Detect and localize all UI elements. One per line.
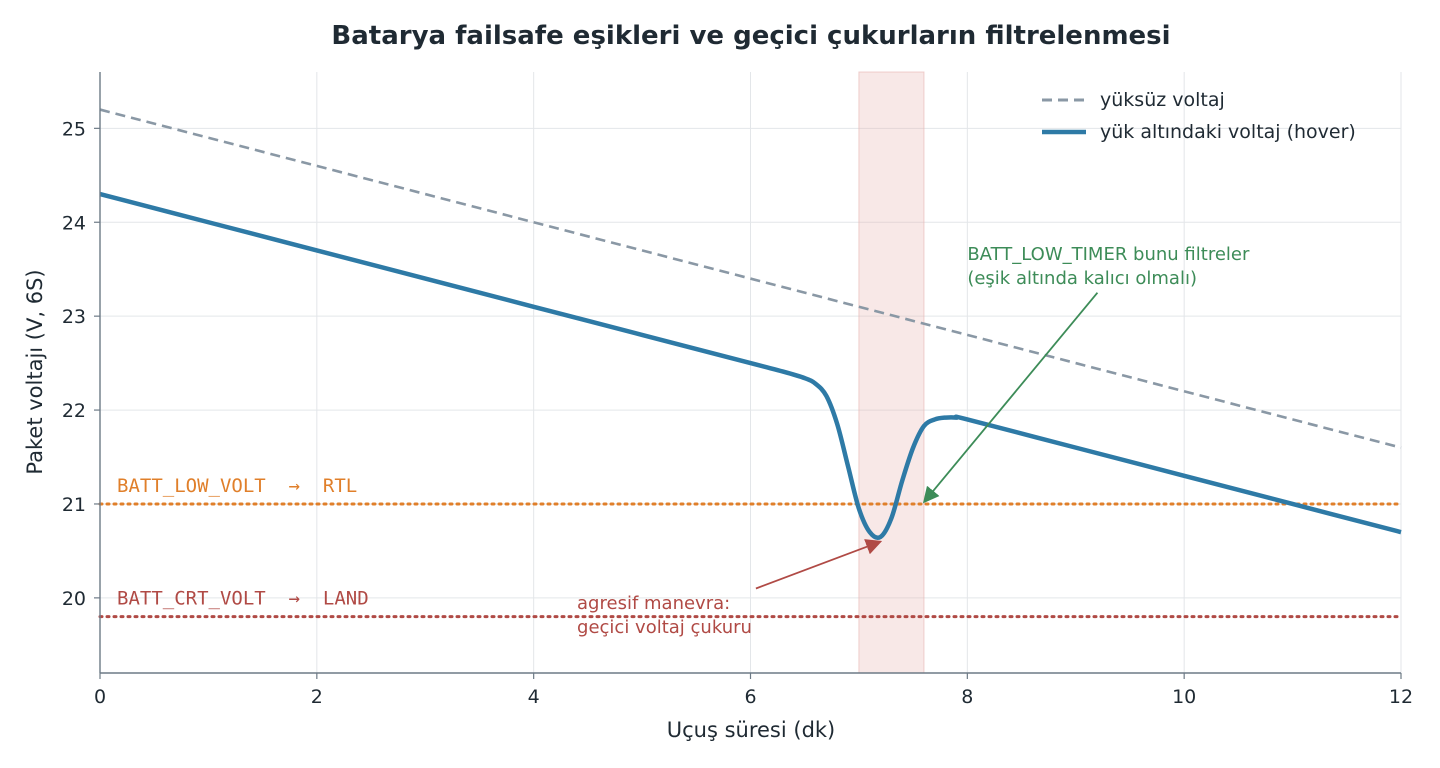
y-axis-label: Paket voltajı (V, 6S) — [23, 269, 47, 474]
legend: yüksüz voltaj yük altındaki voltaj (hove… — [1042, 89, 1356, 143]
shaded-region-rect — [858, 71, 925, 674]
x-tick-label: 2 — [311, 686, 323, 708]
grid — [99, 72, 1402, 673]
annotation-arrow — [922, 292, 1099, 504]
x-tick-label: 6 — [744, 686, 756, 708]
chart-title: Batarya failsafe eşikleri ve geçici çuku… — [331, 21, 1170, 51]
y-tick-label: 20 — [62, 588, 86, 610]
legend-label-unloaded: yüksüz voltaj — [1100, 89, 1225, 111]
y-tick-label: 25 — [62, 118, 86, 140]
axes — [94, 72, 1402, 679]
threshold-label: BATT_CRT_VOLT → LAND — [117, 588, 369, 610]
x-tick-label: 0 — [94, 686, 106, 708]
x-tick-label: 8 — [961, 686, 973, 708]
threshold-label: BATT_LOW_VOLT → RTL — [117, 475, 357, 497]
annotation-text: agresif manevra: — [577, 593, 730, 614]
x-tick-label: 10 — [1172, 686, 1196, 708]
annotation-text: geçici voltaj çukuru — [577, 617, 752, 638]
shaded-dip-region — [858, 71, 925, 674]
y-tick-label: 24 — [62, 212, 86, 234]
annotation-text: (eşik altında kalıcı olmalı) — [967, 268, 1197, 289]
legend-label-loaded: yük altındaki voltaj (hover) — [1100, 121, 1356, 143]
annotation-text: BATT_LOW_TIMER bunu filtreler — [967, 244, 1250, 265]
y-tick-label: 22 — [62, 400, 86, 422]
y-tick-label: 23 — [62, 306, 86, 328]
y-tick-label: 21 — [62, 494, 86, 516]
series-line-loaded-voltage — [99, 191, 1402, 540]
annotations: BATT_LOW_TIMER bunu filtreler (eşik altın… — [577, 244, 1250, 638]
series-lines — [99, 108, 1402, 540]
x-tick-label: 12 — [1389, 686, 1413, 708]
threshold-lines: BATT_LOW_VOLT → RTL BATT_CRT_VOLT → LAND — [98, 475, 1403, 619]
series-line-unloaded-voltage — [99, 108, 1402, 449]
x-axis-label: Uçuş süresi (dk) — [667, 718, 836, 742]
annotation-arrow — [755, 539, 883, 590]
x-tick-label: 4 — [528, 686, 540, 708]
